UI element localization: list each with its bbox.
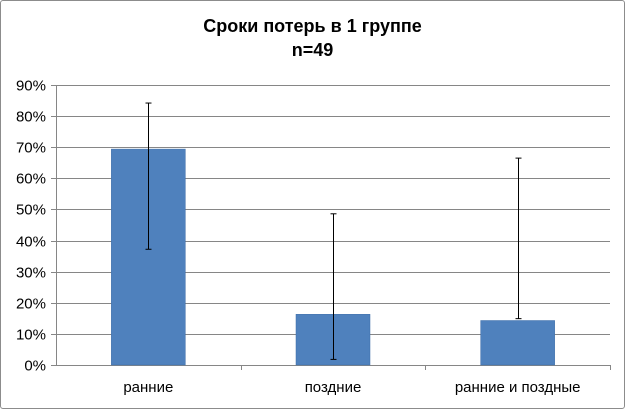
y-tick-label: 50%	[16, 202, 46, 219]
y-tick-label: 80%	[16, 109, 46, 126]
y-tick-label: 40%	[16, 234, 46, 251]
y-tick-label: 90%	[16, 78, 46, 95]
error-bars	[145, 102, 522, 360]
bar	[480, 320, 555, 366]
chart-title-line: Сроки потерь в 1 группе	[203, 16, 422, 36]
x-category-label: поздние	[305, 379, 362, 396]
y-tick-label: 60%	[16, 171, 46, 188]
x-category-label: ранние	[123, 379, 173, 396]
bars	[111, 148, 555, 366]
y-tick-label: 20%	[16, 296, 46, 313]
chart-subtitle-line: n=49	[291, 40, 334, 60]
x-axis-category-labels: ранние поздние ранние и поздные	[123, 379, 580, 396]
y-tick-label: 70%	[16, 140, 46, 157]
chart-title: Сроки потерь в 1 группе n=49	[0, 14, 625, 62]
x-category-label: ранние и поздные	[455, 379, 581, 396]
axes	[51, 85, 611, 370]
y-tick-label: 0%	[24, 358, 46, 375]
y-tick-label: 30%	[16, 265, 46, 282]
y-axis-tick-labels: 0% 10% 20% 30% 40% 50% 60% 70% 80% 90%	[16, 78, 46, 375]
y-tick-label: 10%	[16, 327, 46, 344]
